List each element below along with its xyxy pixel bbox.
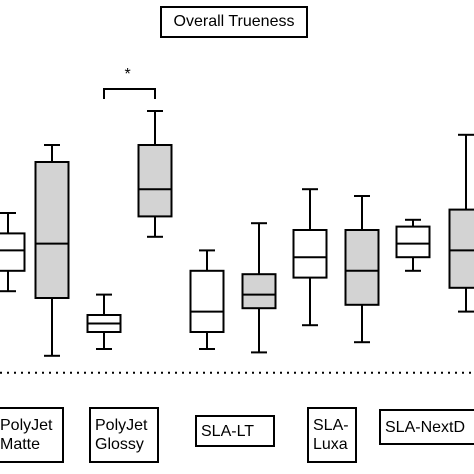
category-label: SLA-LT <box>195 415 275 447</box>
box-iqr <box>344 229 380 306</box>
category-label: SLA-NextD <box>379 409 474 445</box>
box-iqr <box>292 229 328 279</box>
box-iqr <box>448 208 474 289</box>
category-label-line: PolyJet <box>0 417 53 434</box>
category-label: SLA- Luxa <box>307 407 357 463</box>
category-label: PolyJet Glossy <box>89 407 159 463</box>
box-iqr <box>189 269 225 333</box>
category-label-line: PolyJet <box>95 417 148 434</box>
box-iqr <box>241 273 277 310</box>
category-label-line: SLA- <box>313 417 349 434</box>
category-label-line: SLA-LT <box>201 422 255 440</box>
category-label-line: Glossy <box>95 436 144 453</box>
chart-title: Overall Trueness <box>160 6 308 38</box>
category-label-line: SLA-NextD <box>385 418 466 436</box>
plot-area <box>0 88 474 374</box>
box-iqr <box>0 232 26 272</box>
category-label-line: Matte <box>0 436 41 453</box>
box-iqr <box>34 161 70 299</box>
box-iqr <box>137 144 173 218</box>
significance-bracket <box>103 88 156 99</box>
category-label: PolyJet Matte <box>0 407 64 463</box>
significance-star: * <box>124 66 131 83</box>
category-label-line: Luxa <box>313 436 348 453</box>
box-iqr <box>395 225 431 259</box>
